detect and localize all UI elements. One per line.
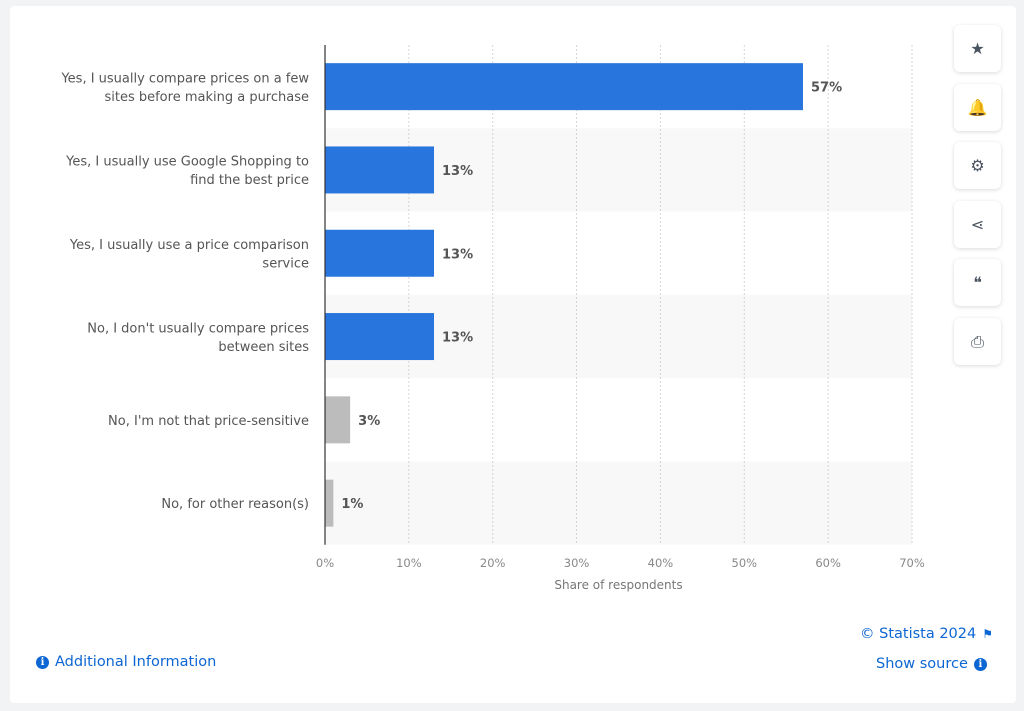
bar (325, 229, 435, 277)
category-label: service (262, 257, 309, 272)
data-label: 3% (358, 414, 380, 429)
quote-icon: ❝ (973, 273, 982, 293)
category-label: sites before making a purchase (104, 90, 309, 105)
category-label: No, I don't usually compare prices (87, 321, 309, 336)
data-label: 57% (811, 81, 842, 96)
category-label: find the best price (190, 173, 309, 188)
x-tick-label: 0% (316, 556, 334, 570)
x-tick-label: 60% (815, 556, 841, 570)
category-label: between sites (218, 340, 309, 355)
show-source-link[interactable]: Show source i (876, 656, 987, 672)
gear-icon: ⚙ (970, 156, 985, 176)
category-label: Yes, I usually compare prices on a few (60, 71, 309, 86)
bar (325, 396, 351, 444)
bell-icon: 🔔 (967, 97, 988, 117)
bar (325, 479, 334, 527)
info-icon: i (36, 655, 49, 669)
x-tick-label: 40% (648, 556, 674, 570)
data-label: 13% (442, 331, 473, 346)
x-tick-label: 30% (564, 556, 590, 570)
x-tick-label: 20% (480, 556, 506, 570)
data-label: 13% (442, 247, 473, 262)
category-label: No, for other reason(s) (161, 497, 309, 512)
additional-information-text: Additional Information (55, 654, 217, 670)
x-tick-label: 10% (396, 556, 422, 570)
category-label: Yes, I usually use a price comparison (69, 238, 309, 253)
x-tick-label: 70% (899, 556, 925, 570)
star-button[interactable]: ★ (954, 25, 1001, 72)
bar (325, 63, 803, 111)
bell-button[interactable]: 🔔 (954, 83, 1001, 131)
flag-icon: ⚑ (982, 627, 993, 641)
bar (325, 146, 435, 194)
category-label: Yes, I usually use Google Shopping to (65, 155, 309, 170)
gear-button[interactable]: ⚙ (954, 142, 1001, 190)
x-tick-label: 50% (732, 556, 758, 570)
star-icon: ★ (970, 39, 985, 58)
info-icon: i (973, 657, 987, 671)
quote-button[interactable]: ❝ (954, 259, 1001, 307)
row-band (325, 461, 912, 545)
bar (325, 313, 435, 361)
copyright-link[interactable]: © Statista 2024 ⚑ (860, 626, 993, 642)
show-source-text: Show source (876, 656, 968, 672)
category-label: No, I'm not that price-sensitive (108, 414, 309, 429)
additional-information-link[interactable]: i Additional Information (36, 654, 216, 670)
print-button[interactable]: ⎙ (954, 318, 1001, 365)
x-axis-label: Share of respondents (554, 578, 682, 592)
data-label: 13% (442, 164, 473, 179)
share-button[interactable]: ⋖ (954, 200, 1001, 248)
copyright-text: © Statista 2024 (860, 626, 977, 642)
share-icon: ⋖ (970, 214, 985, 234)
data-label: 1% (341, 497, 363, 512)
print-icon: ⎙ (971, 331, 984, 351)
